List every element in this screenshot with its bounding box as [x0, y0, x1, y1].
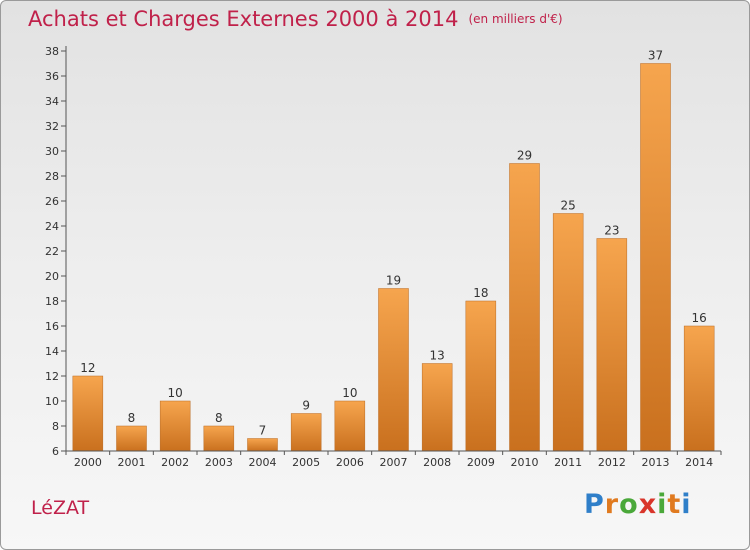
x-tick-label: 2011 [554, 456, 582, 469]
data-label-2008: 13 [430, 349, 445, 363]
bar-2005 [290, 413, 322, 452]
bars: 12 8 10 8 7 9 10 19 13 18 29 25 23 37 16 [72, 49, 715, 452]
y-tick-label: 34 [45, 95, 59, 108]
y-tick-label: 14 [45, 345, 59, 358]
bar-2010 [509, 163, 540, 452]
bar-2002 [159, 400, 191, 452]
x-tick-label: 2001 [118, 456, 146, 469]
y-tick-label: 32 [45, 120, 59, 133]
commune-name: LéZAT [31, 497, 90, 519]
y-tick-label: 38 [45, 45, 59, 58]
data-label-2011: 25 [561, 199, 576, 213]
data-label-2000: 12 [80, 361, 95, 375]
y-tick-label: 10 [45, 395, 59, 408]
x-tick-label: 2009 [467, 456, 495, 469]
bar-2011 [552, 213, 584, 452]
bar-2000 [72, 375, 104, 452]
bar-2004 [247, 438, 278, 452]
chart-unit-label: (en milliers d'€) [468, 12, 563, 26]
y-tick-label: 8 [52, 420, 59, 433]
chart-title: Achats et Charges Externes 2000 à 2014 (e… [28, 7, 563, 31]
bar-2009 [465, 300, 497, 452]
data-label-2012: 23 [604, 224, 619, 238]
data-label-2010: 29 [517, 149, 532, 163]
x-tick-label: 2010 [511, 456, 539, 469]
data-label-2005: 9 [302, 399, 310, 413]
x-tick-label: 2008 [423, 456, 451, 469]
x-tick-label: 2005 [292, 456, 320, 469]
bar-2006 [334, 400, 366, 452]
y-tick-label: 20 [45, 270, 59, 283]
x-tick-label: 2012 [598, 456, 626, 469]
x-tick-label: 2004 [249, 456, 277, 469]
y-tick-label: 30 [45, 145, 59, 158]
y-tick-label: 18 [45, 295, 59, 308]
y-tick-label: 26 [45, 195, 59, 208]
x-tick-label: 2014 [685, 456, 713, 469]
bar-2013 [640, 63, 671, 452]
proxiti-logo: Proxiti [584, 489, 692, 520]
data-label-2002: 10 [168, 386, 183, 400]
data-label-2001: 8 [128, 411, 136, 425]
x-tick-label: 2002 [161, 456, 189, 469]
data-label-2014: 16 [692, 311, 707, 325]
bar-2014 [683, 325, 715, 452]
data-label-2006: 10 [342, 386, 357, 400]
y-tick-label: 22 [45, 245, 59, 258]
data-label-2009: 18 [473, 286, 488, 300]
data-label-2003: 8 [215, 411, 223, 425]
data-label-2007: 19 [386, 274, 401, 288]
y-tick-label: 28 [45, 170, 59, 183]
x-tick-label: 2006 [336, 456, 364, 469]
data-label-2004: 7 [259, 424, 267, 438]
bar-2012 [596, 238, 628, 452]
y-tick-label: 24 [45, 220, 59, 233]
y-axis: 6 8 10 12 14 16 18 20 22 24 26 28 30 32 34 36 38 [45, 45, 67, 458]
x-tick-label: 2003 [205, 456, 233, 469]
y-tick-label: 6 [52, 445, 59, 458]
x-tick-label: 2000 [74, 456, 102, 469]
bar-2001 [116, 425, 147, 452]
x-tick-label: 2007 [380, 456, 408, 469]
bar-2008 [421, 363, 453, 452]
data-label-2013: 37 [648, 49, 663, 63]
y-tick-label: 16 [45, 320, 59, 333]
y-tick-label: 36 [45, 70, 59, 83]
x-tick-label: 2013 [642, 456, 670, 469]
chart-title-text: Achats et Charges Externes 2000 à 2014 [28, 7, 459, 31]
bar-2003 [203, 425, 235, 452]
x-axis: 2000 2001 2002 2003 2004 2005 2006 2007 2008 2009… [65, 450, 722, 469]
y-tick-label: 12 [45, 370, 59, 383]
bar-2007 [378, 288, 409, 452]
